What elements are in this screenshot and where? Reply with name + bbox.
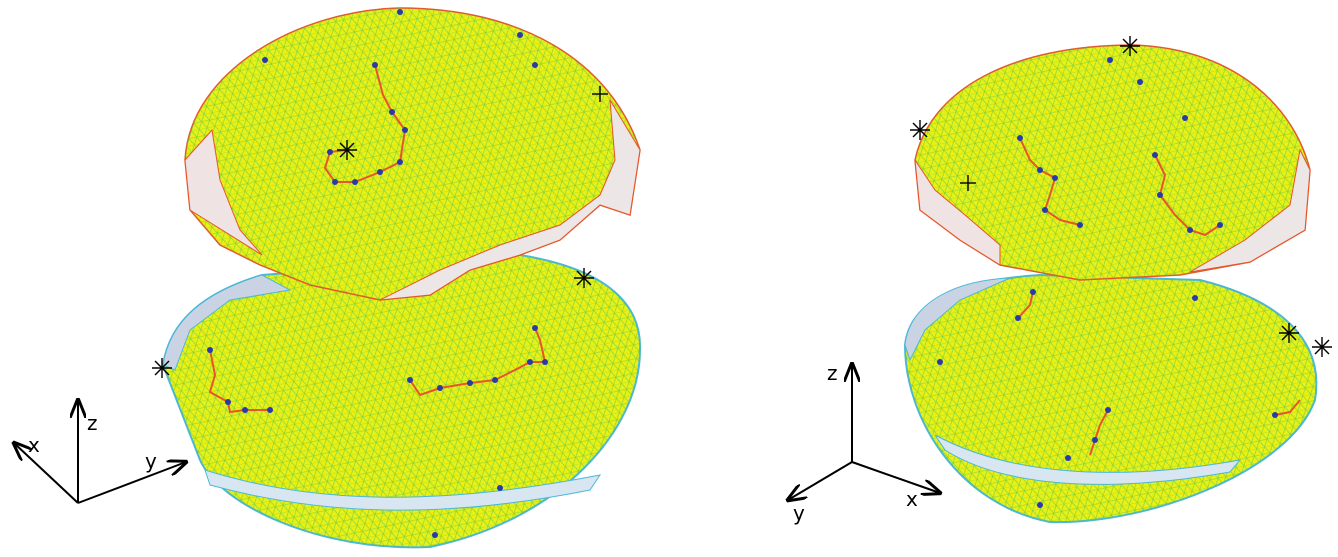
axis-label: x: [906, 487, 918, 511]
axis-label: z: [87, 411, 98, 435]
right-cap: [910, 36, 1310, 280]
right-bowl: [905, 275, 1332, 522]
left-axes: z x y: [14, 400, 186, 503]
axis-label: x: [28, 433, 40, 457]
left-cap: [185, 8, 640, 300]
axis-label: y: [145, 449, 157, 473]
axis-label: y: [793, 501, 805, 525]
figure: z x y z y x: [0, 0, 1338, 557]
axis-label: z: [827, 361, 838, 385]
